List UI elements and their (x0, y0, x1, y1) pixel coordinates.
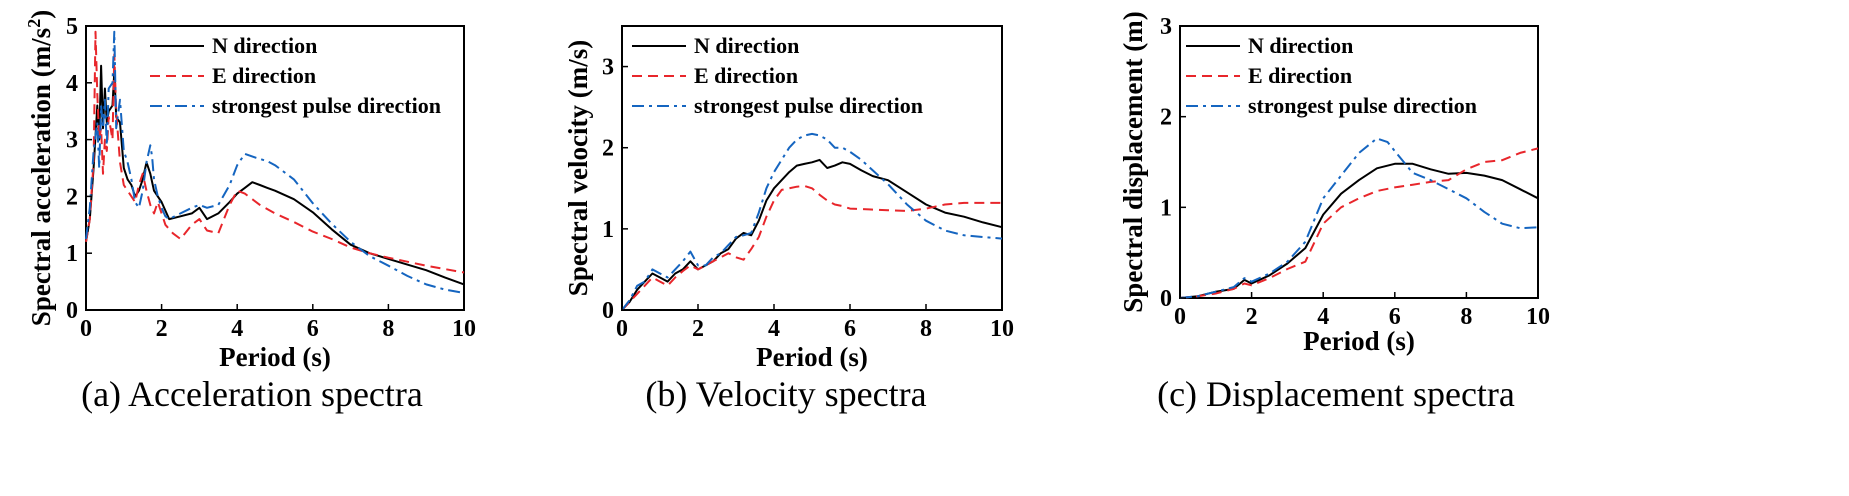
legend-a: N direction E direction strongest pulse di… (150, 33, 441, 118)
plot-frame-c (1179, 25, 1539, 299)
y-tick-label-b-0: 0 (602, 298, 614, 324)
y-tick-label-b-1: 1 (602, 217, 614, 243)
legend-label-c-solid: N direction (1248, 33, 1353, 58)
plot-frame-a (85, 25, 465, 311)
y-axis-label-a: Spectral acceleration (m/s2) (24, 10, 56, 326)
legend-label-b-dash: E direction (694, 63, 798, 88)
legend-c: N direction E direction strongest pulse di… (1186, 33, 1477, 118)
y-ticks-a: 0 1 2 3 4 5 (66, 14, 92, 324)
x-axis-label-b: Period (s) (756, 342, 868, 372)
y-tick-label-a-1: 1 (66, 241, 78, 267)
legend-b: N direction E direction strongest pulse di… (632, 33, 923, 118)
y-tick-label-a-0: 0 (66, 298, 78, 324)
legend-label-c-dash: E direction (1248, 63, 1352, 88)
x-tick-label-b-1: 2 (692, 316, 704, 342)
series-line-c-dashdot (1179, 137, 1539, 299)
y-axis-label-b: Spectral velocity (m/s) (563, 40, 593, 296)
legend-label-b-dashdot: strongest pulse direction (694, 93, 923, 118)
y-tick-label-c-2: 2 (1160, 105, 1172, 131)
plot-frame-b (621, 25, 1003, 311)
caption-c: (c) Displacement spectra (1157, 374, 1515, 414)
x-tick-label-b-5: 10 (990, 316, 1014, 342)
x-tick-label-a-1: 2 (156, 316, 168, 342)
x-axis-label-c: Period (s) (1303, 326, 1415, 356)
series-group-b (621, 132, 1003, 311)
x-tick-label-c-1: 2 (1246, 304, 1258, 330)
y-axis-label-a-sup: 2 (24, 19, 44, 28)
x-ticks-c: 0 2 4 6 8 10 (1174, 292, 1550, 330)
x-tick-label-b-3: 6 (844, 316, 856, 342)
x-tick-label-c-5: 10 (1526, 304, 1550, 330)
series-line-a-dash (85, 30, 465, 274)
x-tick-label-c-2: 4 (1317, 304, 1329, 330)
y-tick-label-c-3: 3 (1160, 14, 1172, 40)
y-tick-label-a-5: 5 (66, 14, 78, 40)
legend-label-a-dashdot: strongest pulse direction (212, 93, 441, 118)
legend-label-a-solid: N direction (212, 33, 317, 58)
caption-a: (a) Acceleration spectra (81, 374, 423, 414)
series-line-c-dash (1179, 147, 1539, 299)
x-tick-label-a-3: 6 (307, 316, 319, 342)
x-axis-label-a: Period (s) (219, 342, 331, 372)
y-ticks-b: 0 1 2 3 (602, 55, 628, 324)
x-tick-label-b-4: 8 (920, 316, 932, 342)
series-group-a (85, 30, 465, 294)
y-tick-label-c-0: 0 (1160, 286, 1172, 312)
y-tick-label-a-3: 3 (66, 128, 78, 154)
caption-b: (b) Velocity spectra (645, 374, 926, 414)
y-tick-label-a-4: 4 (66, 71, 78, 97)
x-tick-label-c-3: 6 (1389, 304, 1401, 330)
series-group-c (1179, 137, 1539, 299)
y-tick-label-c-1: 1 (1160, 195, 1172, 221)
x-tick-label-c-0: 0 (1174, 304, 1186, 330)
y-axis-label-a-main: Spectral acceleration (m/s (26, 28, 56, 326)
panel-displacement: 0 2 4 6 8 10 0 1 2 3 Period (s) Spectral displac… (1118, 11, 1550, 414)
series-line-c-solid (1179, 162, 1539, 299)
series-line-a-dashdot (85, 30, 465, 294)
legend-label-b-solid: N direction (694, 33, 799, 58)
y-tick-label-b-2: 2 (602, 136, 614, 162)
y-tick-label-a-2: 2 (66, 184, 78, 210)
x-ticks-b: 0 2 4 6 8 10 (616, 304, 1014, 342)
x-tick-label-a-0: 0 (80, 316, 92, 342)
series-line-b-dashdot (621, 132, 1003, 311)
legend-label-a-dash: E direction (212, 63, 316, 88)
x-tick-label-b-0: 0 (616, 316, 628, 342)
x-tick-label-a-4: 8 (382, 316, 394, 342)
y-tick-label-b-3: 3 (602, 55, 614, 81)
legend-label-c-dashdot: strongest pulse direction (1248, 93, 1477, 118)
y-ticks-c: 0 1 2 3 (1160, 14, 1186, 312)
panel-velocity: 0 2 4 6 8 10 0 1 2 3 Period (s) Spectral velocit… (563, 25, 1014, 414)
y-axis-label-a-end: ) (26, 10, 56, 19)
x-tick-label-a-5: 10 (452, 316, 476, 342)
x-tick-label-a-2: 4 (231, 316, 243, 342)
panel-acceleration: 0 2 4 6 8 10 0 1 2 3 4 5 Period (s) Spectral accel… (24, 10, 476, 414)
series-line-b-solid (621, 158, 1003, 311)
x-tick-label-b-2: 4 (768, 316, 780, 342)
x-ticks-a: 0 2 4 6 8 10 (80, 304, 476, 342)
y-axis-label-c: Spectral displacement (m) (1118, 11, 1148, 312)
series-line-b-dash (621, 184, 1002, 311)
x-tick-label-c-4: 8 (1460, 304, 1472, 330)
